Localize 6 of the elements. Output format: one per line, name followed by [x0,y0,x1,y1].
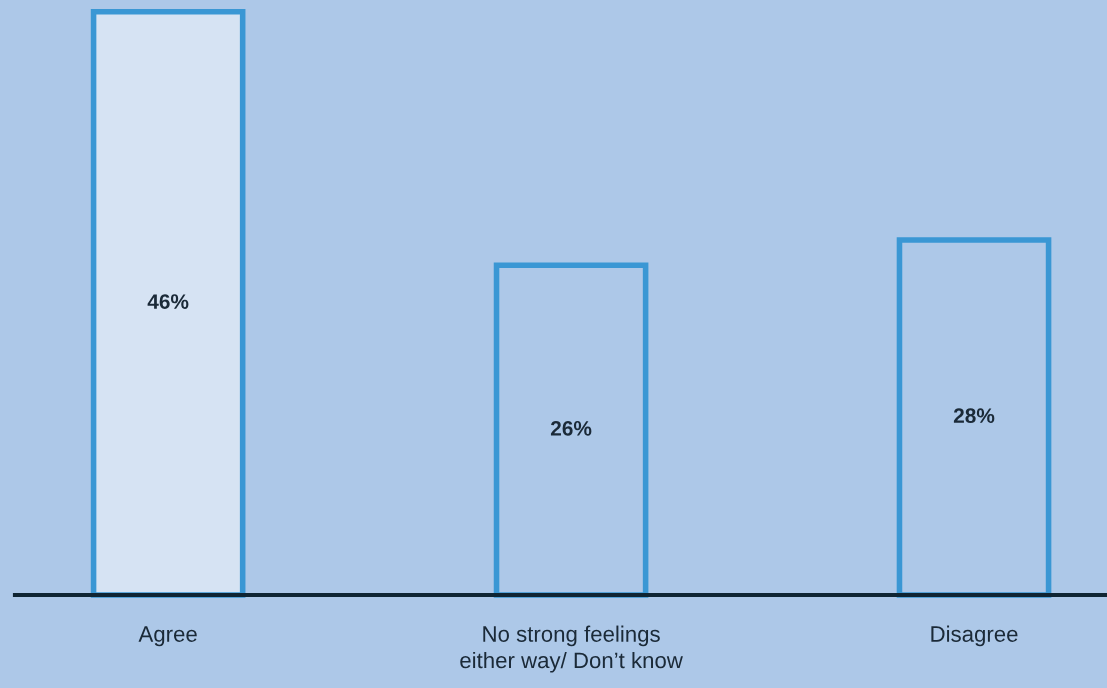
x-tick-label: No strong feelings either way/ Don’t know [460,625,683,673]
data-label: 26% [550,420,592,436]
x-tick-label: Agree [138,626,197,647]
data-label: 28% [953,408,995,424]
data-label: 46% [147,294,189,309]
x-tick-label: Disagree [931,625,1018,647]
